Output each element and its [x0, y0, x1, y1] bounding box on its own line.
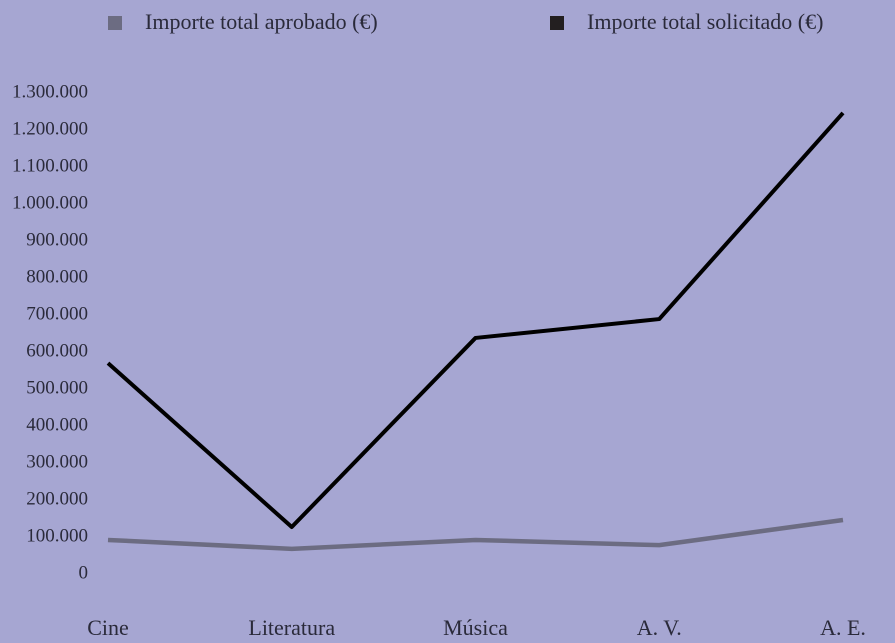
y-tick-label: 600.000 [26, 340, 88, 361]
y-tick-label: 700.000 [26, 303, 88, 324]
line-series [107, 517, 844, 552]
y-tick-label: 500.000 [26, 377, 88, 398]
y-tick-label: 1.100.000 [12, 155, 88, 176]
y-tick-label: 400.000 [26, 414, 88, 435]
y-tick-label: 1.000.000 [12, 192, 88, 213]
x-tick-label: Cine [87, 615, 129, 640]
legend-label: Importe total aprobado (€) [145, 9, 378, 34]
x-tick-label: A. E. [820, 615, 866, 640]
y-tick-label: 900.000 [26, 229, 88, 250]
x-tick-label: Música [443, 615, 508, 640]
y-tick-label: 800.000 [26, 266, 88, 287]
y-tick-label: 0 [79, 562, 89, 583]
legend-swatch [108, 16, 122, 30]
legend-label: Importe total solicitado (€) [587, 9, 823, 34]
y-tick-label: 200.000 [26, 488, 88, 509]
legend-swatch [550, 16, 564, 30]
y-tick-label: 100.000 [26, 525, 88, 546]
y-tick-label: 1.300.000 [12, 81, 88, 102]
x-tick-label: A. V. [637, 615, 682, 640]
y-tick-label: 1.200.000 [12, 118, 88, 139]
line-series [106, 111, 845, 530]
y-tick-label: 300.000 [26, 451, 88, 472]
x-tick-label: Literatura [248, 615, 335, 640]
